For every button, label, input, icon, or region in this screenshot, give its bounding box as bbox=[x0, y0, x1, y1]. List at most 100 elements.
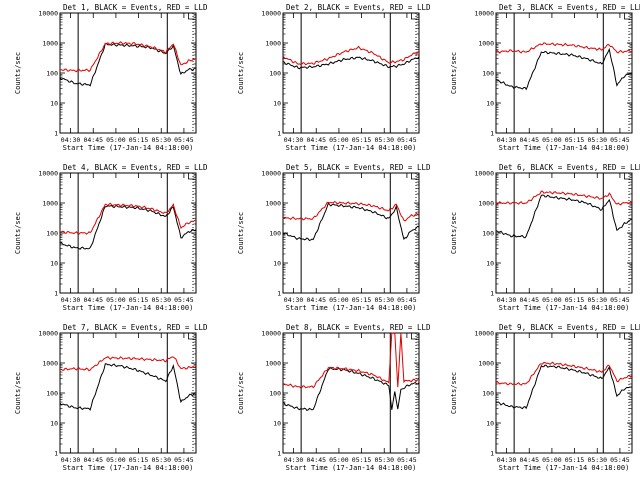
series-events-line bbox=[59, 363, 197, 411]
x-tick-label: 05:45 bbox=[397, 136, 417, 144]
x-tick-label: 05:30 bbox=[151, 456, 171, 464]
detector-panel-4: Det 4, BLACK = Events, RED = LLD 1 10 100 10… bbox=[14, 163, 208, 312]
y-tick-label: 10000 bbox=[38, 330, 58, 338]
y-tick-label: 100 bbox=[482, 230, 494, 238]
y-tick-label: 10000 bbox=[474, 330, 494, 338]
y-tick-label: 1 bbox=[490, 450, 494, 458]
series-events-line bbox=[495, 194, 633, 239]
x-tick-label: 05:00 bbox=[329, 456, 349, 464]
series-lld-line bbox=[282, 332, 420, 389]
x-tick-label: 05:45 bbox=[610, 136, 630, 144]
y-tick-label: 1000 bbox=[478, 360, 494, 368]
y-tick-label: 1 bbox=[490, 290, 494, 298]
x-tick-label: 05:00 bbox=[329, 136, 349, 144]
panel-title: Det 9, BLACK = Events, RED = LLD bbox=[499, 323, 640, 332]
x-tick-label: 04:45 bbox=[83, 456, 103, 464]
x-tick-label: 05:45 bbox=[610, 456, 630, 464]
y-tick-label: 100 bbox=[46, 70, 58, 78]
y-tick-label: 10 bbox=[50, 100, 58, 108]
x-tick-label: 04:45 bbox=[306, 456, 326, 464]
x-tick-label: 04:45 bbox=[83, 136, 103, 144]
x-tick-label: 05:15 bbox=[129, 456, 149, 464]
y-tick-label: 10 bbox=[273, 420, 281, 428]
x-tick-label: 05:00 bbox=[106, 136, 126, 144]
y-tick-label: 10 bbox=[273, 260, 281, 268]
panel-title: Det 4, BLACK = Events, RED = LLD bbox=[63, 163, 208, 172]
panel-title: Det 2, BLACK = Events, RED = LLD bbox=[286, 3, 431, 12]
x-tick-label: 04:45 bbox=[519, 456, 539, 464]
x-axis-label: Start Time (17-Jan-14 04:18:00) bbox=[286, 464, 417, 472]
x-tick-label: 04:30 bbox=[61, 136, 81, 144]
y-tick-label: 1 bbox=[277, 450, 281, 458]
plot-frame bbox=[59, 332, 197, 454]
x-tick-label: 04:30 bbox=[61, 456, 81, 464]
corner-bracket bbox=[188, 13, 195, 20]
y-tick-label: 10000 bbox=[261, 330, 281, 338]
panel-title: Det 8, BLACK = Events, RED = LLD bbox=[286, 323, 431, 332]
y-axis-label: Counts/sec bbox=[450, 372, 458, 414]
x-tick-label: 05:30 bbox=[151, 136, 171, 144]
series-lld-line bbox=[59, 202, 197, 235]
x-axis-label: Start Time (17-Jan-14 04:18:00) bbox=[286, 144, 417, 152]
x-tick-label: 05:15 bbox=[352, 456, 372, 464]
y-axis-label: Counts/sec bbox=[237, 212, 245, 254]
x-tick-label: 04:30 bbox=[497, 136, 517, 144]
y-axis-label: Counts/sec bbox=[14, 212, 22, 254]
series-lld-line bbox=[59, 41, 197, 73]
x-tick-label: 05:30 bbox=[151, 296, 171, 304]
x-tick-label: 05:45 bbox=[610, 296, 630, 304]
x-axis-label: Start Time (17-Jan-14 04:18:00) bbox=[286, 304, 417, 312]
x-tick-label: 05:45 bbox=[174, 456, 194, 464]
x-tick-label: 04:30 bbox=[284, 296, 304, 304]
x-tick-label: 05:15 bbox=[129, 296, 149, 304]
corner-bracket bbox=[411, 13, 418, 20]
y-tick-label: 100 bbox=[482, 70, 494, 78]
corner-bracket bbox=[624, 13, 631, 20]
panel-title: Det 6, BLACK = Events, RED = LLD bbox=[499, 163, 640, 172]
x-tick-label: 05:45 bbox=[174, 136, 194, 144]
x-tick-label: 04:30 bbox=[61, 296, 81, 304]
x-tick-label: 05:15 bbox=[352, 136, 372, 144]
series-lld-line bbox=[495, 42, 633, 54]
x-tick-label: 05:15 bbox=[352, 296, 372, 304]
y-axis-label: Counts/sec bbox=[237, 52, 245, 94]
corner-bracket bbox=[188, 173, 195, 180]
detector-panel-2: Det 2, BLACK = Events, RED = LLD 1 10 100 10… bbox=[237, 3, 431, 152]
panel-title: Det 7, BLACK = Events, RED = LLD bbox=[63, 323, 208, 332]
y-tick-label: 100 bbox=[269, 390, 281, 398]
y-tick-label: 1000 bbox=[265, 200, 281, 208]
x-tick-label: 05:00 bbox=[542, 456, 562, 464]
panel-title: Det 5, BLACK = Events, RED = LLD bbox=[286, 163, 431, 172]
y-axis-label: Counts/sec bbox=[450, 52, 458, 94]
x-tick-label: 05:30 bbox=[374, 136, 394, 144]
detector-panel-5: Det 5, BLACK = Events, RED = LLD 1 10 100 10… bbox=[237, 163, 431, 312]
y-tick-label: 1 bbox=[54, 450, 58, 458]
x-tick-label: 04:30 bbox=[284, 456, 304, 464]
x-tick-label: 05:15 bbox=[565, 456, 585, 464]
x-tick-label: 05:45 bbox=[397, 456, 417, 464]
series-lld-line bbox=[59, 356, 197, 372]
x-axis-label: Start Time (17-Jan-14 04:18:00) bbox=[499, 304, 630, 312]
detector-panel-1: Det 1, BLACK = Events, RED = LLD 1 10 100 10… bbox=[14, 3, 208, 152]
corner-bracket bbox=[188, 333, 195, 340]
x-tick-label: 04:45 bbox=[306, 136, 326, 144]
x-tick-label: 05:45 bbox=[174, 296, 194, 304]
y-tick-label: 10 bbox=[50, 420, 58, 428]
y-tick-label: 1000 bbox=[265, 360, 281, 368]
x-axis-label: Start Time (17-Jan-14 04:18:00) bbox=[499, 144, 630, 152]
y-tick-label: 100 bbox=[46, 390, 58, 398]
x-tick-label: 05:30 bbox=[587, 456, 607, 464]
x-tick-label: 05:30 bbox=[587, 136, 607, 144]
x-tick-label: 04:30 bbox=[497, 456, 517, 464]
series-lld-line bbox=[282, 45, 420, 66]
y-tick-label: 10000 bbox=[261, 10, 281, 18]
y-tick-label: 1 bbox=[54, 130, 58, 138]
corner-bracket bbox=[624, 333, 631, 340]
x-tick-label: 05:00 bbox=[542, 136, 562, 144]
detector-panel-6: Det 6, BLACK = Events, RED = LLD 1 10 100 10… bbox=[450, 163, 640, 312]
y-tick-label: 10000 bbox=[474, 170, 494, 178]
plot-frame bbox=[282, 332, 420, 454]
x-tick-label: 04:30 bbox=[284, 136, 304, 144]
x-tick-label: 05:15 bbox=[565, 136, 585, 144]
